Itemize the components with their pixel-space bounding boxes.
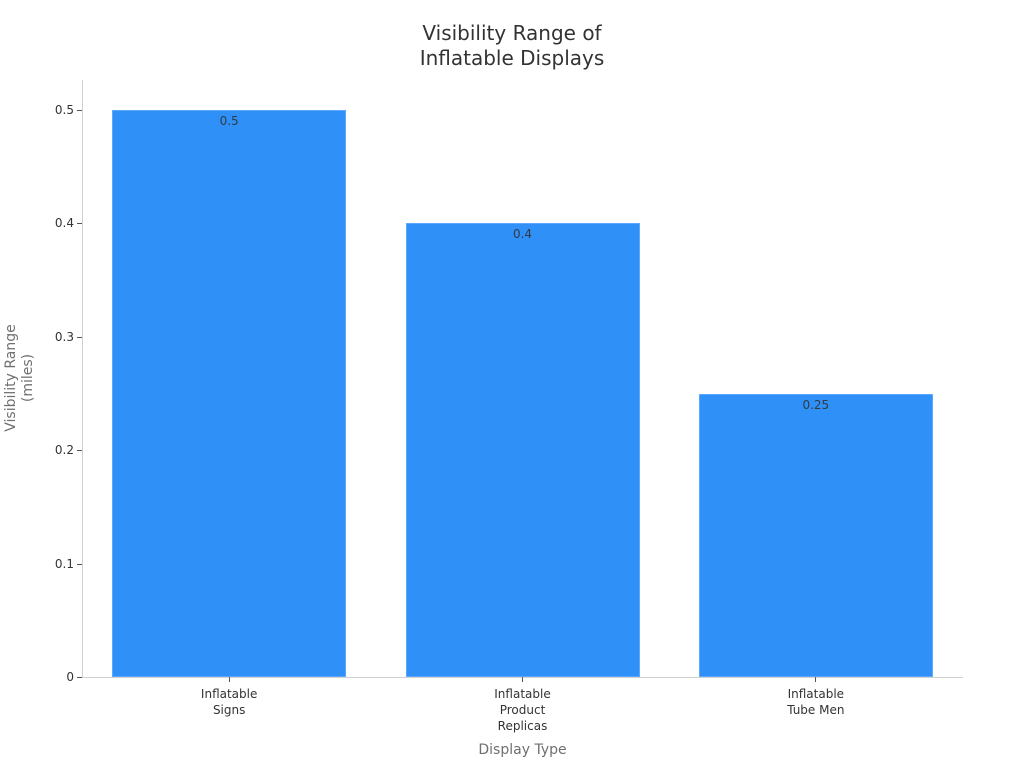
y-tick: 0 <box>0 670 82 691</box>
x-tick-label-line: Inflatable <box>787 687 845 701</box>
y-tick: 0.4 <box>0 216 82 237</box>
y-tick-mark <box>77 223 82 225</box>
bar: 0.25 <box>698 393 933 677</box>
x-tick-label-line: Replicas <box>497 719 548 733</box>
x-tick-label-line: Inflatable <box>494 687 551 701</box>
x-tick: Inflatable Product Replicas <box>443 677 603 734</box>
y-tick-label: 0 <box>66 670 74 684</box>
x-tick-label: Inflatable Product Replicas <box>443 686 603 734</box>
x-tick-label-line: Signs <box>212 703 246 717</box>
y-tick: 0.5 <box>0 103 82 124</box>
chart-title: Visibility Range of Inflatable Displays <box>0 21 1024 71</box>
bar: 0.4 <box>405 223 640 677</box>
y-tick-mark <box>77 677 82 678</box>
y-tick-label: 0.1 <box>54 556 74 571</box>
y-tick: 0.3 <box>0 330 82 351</box>
chart-title-line-1: Visibility Range of <box>422 21 602 45</box>
x-axis-label: Display Type <box>478 742 567 758</box>
x-tick: Inflatable Tube Men <box>736 677 896 718</box>
bar-value-label: 0.5 <box>219 114 239 128</box>
y-tick: 0.2 <box>0 443 82 464</box>
y-tick-mark <box>77 450 82 452</box>
chart-title-line-2: Inflatable Displays <box>419 46 605 70</box>
y-tick-mark <box>77 110 82 111</box>
y-tick-mark <box>77 336 82 338</box>
x-tick-label: Inflatable Signs <box>149 686 309 718</box>
x-tick-label: Inflatable Tube Men <box>736 686 896 718</box>
x-tick-mark <box>815 677 817 682</box>
x-tick-label-line: Inflatable <box>200 687 258 701</box>
y-tick-label: 0.3 <box>54 329 74 344</box>
x-tick: Inflatable Signs <box>149 677 309 718</box>
y-tick: 0.1 <box>0 557 82 578</box>
y-tick-label: 0.4 <box>54 216 74 231</box>
x-tick-mark <box>228 677 230 682</box>
y-tick-label: 0.5 <box>54 103 74 117</box>
x-tick-label-line: Product <box>499 703 546 717</box>
bar-value-label: 0.4 <box>512 227 533 242</box>
y-tick-label: 0.2 <box>54 443 74 458</box>
bar-value-label: 0.25 <box>802 397 830 412</box>
y-tick-mark <box>77 563 82 565</box>
x-tick-label-line: Tube Men <box>787 703 845 717</box>
bar: 0.5 <box>112 110 347 677</box>
x-tick-mark <box>522 677 523 682</box>
y-axis-line <box>82 80 83 677</box>
